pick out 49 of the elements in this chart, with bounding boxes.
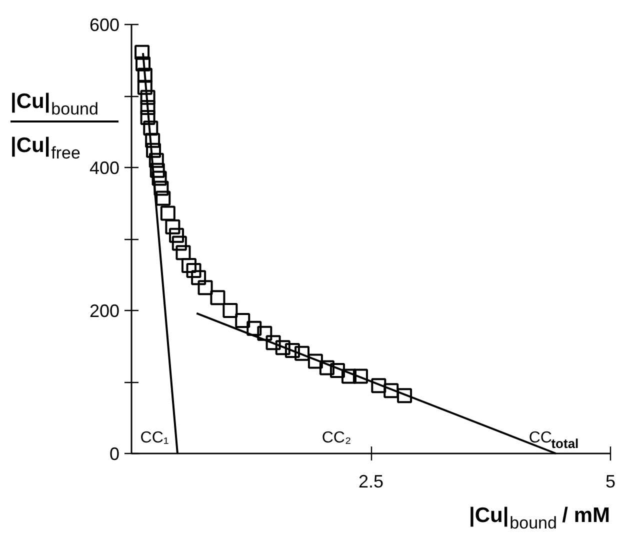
point [371,378,386,394]
point [137,80,152,95]
point [210,290,226,306]
point [152,170,167,186]
point [266,335,281,350]
point [275,340,290,356]
point [222,303,238,318]
point [137,68,152,83]
point [154,180,169,196]
annotation: CC₁ [140,429,169,446]
point [246,320,262,336]
x-tick-label: 5 [605,472,616,492]
point [198,280,213,296]
point [294,346,310,361]
point [352,368,368,384]
point [330,363,345,378]
y-tick-label: 400 [89,158,120,178]
point [176,245,191,260]
x-tick-label: 2.5 [358,472,384,492]
point [235,313,250,328]
point [160,206,176,221]
point [172,236,187,251]
point [148,152,164,168]
point [284,343,300,358]
point [181,258,196,273]
point [145,132,160,148]
point [143,120,158,136]
point [341,368,356,384]
point [308,354,323,369]
point [384,383,399,398]
point [257,326,272,341]
point [319,360,334,376]
y-tick-label: 200 [89,301,120,321]
point [156,190,171,206]
point [150,162,165,178]
point [169,228,184,243]
point [135,56,150,72]
point [140,90,156,105]
point [186,262,202,278]
annotation: CC₂ [322,429,352,446]
point [140,100,156,115]
point [397,388,412,404]
point [140,110,156,125]
point [191,270,206,286]
point [165,219,180,234]
point [146,142,162,158]
y-tick-label: 600 [89,15,120,35]
point [134,44,150,60]
y-tick-label: 0 [109,444,120,464]
